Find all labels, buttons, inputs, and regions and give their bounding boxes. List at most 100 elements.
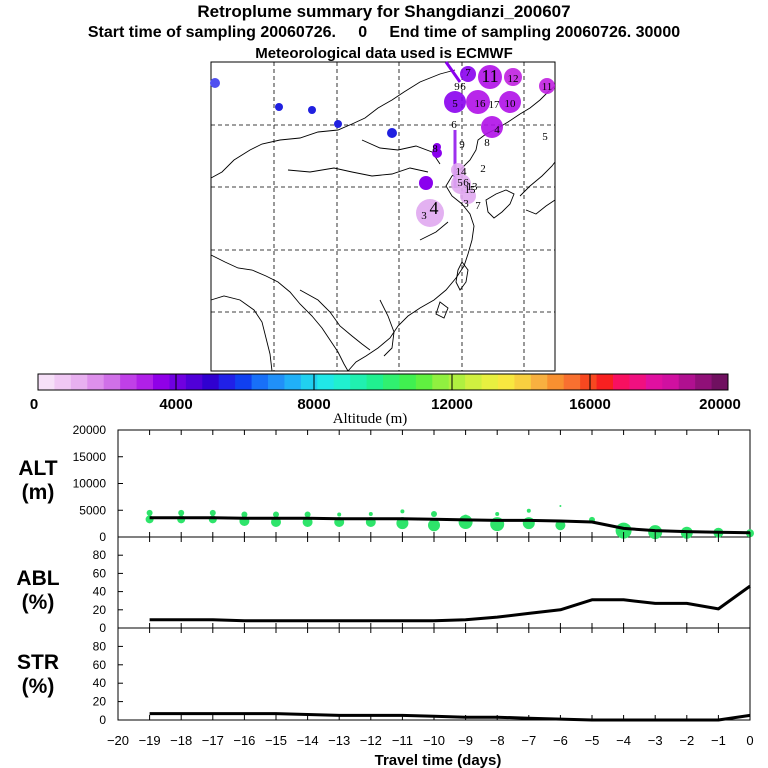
y-tick-label: 10000 <box>73 477 107 491</box>
plume-blob <box>460 66 476 82</box>
plume-label: 11 <box>542 81 553 93</box>
colorbar-cell <box>629 374 647 390</box>
colorbar-cell <box>711 374 729 390</box>
colorbar-cell <box>153 374 170 390</box>
x-tick-label: −12 <box>360 733 382 748</box>
colorbar-tick-8000: 8000 <box>297 396 330 413</box>
colorbar-major-dividers <box>175 374 591 390</box>
x-tick-label: −7 <box>521 733 536 748</box>
y-tick-label: 20 <box>93 695 107 709</box>
alt-scatter-point <box>178 509 185 516</box>
y-tick-label: 20000 <box>73 423 107 437</box>
colorbar-cell <box>366 374 384 390</box>
x-tick-label: −5 <box>585 733 600 748</box>
colorbar-cell <box>185 374 203 390</box>
x-tick-label: −10 <box>423 733 445 748</box>
plume-label: 6 <box>451 119 457 131</box>
plume-blob <box>451 163 465 177</box>
plume-blob <box>481 116 503 138</box>
plume-blob <box>416 199 444 227</box>
colorbar-frame <box>37 373 729 391</box>
plume-label: 4 <box>494 124 500 136</box>
plume-label: 3 <box>463 198 469 210</box>
x-tick-label: −11 <box>392 733 413 748</box>
plume-blob <box>478 65 502 89</box>
colorbar-cell <box>514 374 532 390</box>
x-tick-label: −14 <box>297 733 319 748</box>
plume-label: 2 <box>480 163 486 175</box>
alt-scatter-point <box>400 509 405 514</box>
colorbar-cell <box>596 374 614 390</box>
colorbar-cell <box>399 374 417 390</box>
x-tick-label: −17 <box>202 733 224 748</box>
y-tick-label: 80 <box>93 548 107 562</box>
plume-label: 6 <box>460 81 466 93</box>
plume-dot <box>308 106 316 114</box>
plume-label: 8 <box>432 143 438 155</box>
str-unit: (%) <box>22 675 55 698</box>
plume-blob <box>499 91 521 113</box>
x-tick-label: −1 <box>711 733 726 748</box>
y-tick-label: 80 <box>93 639 107 653</box>
y-tick-label: 0 <box>99 713 106 727</box>
colorbar-cell <box>415 374 433 390</box>
colorbar-cell <box>547 374 565 390</box>
colorbar-tick-4000: 4000 <box>159 396 192 413</box>
alt-scatter-point <box>146 509 153 516</box>
plume-dot <box>210 78 220 88</box>
colorbar-tick-12000: 12000 <box>431 396 473 413</box>
x-tick-label: −16 <box>233 733 255 748</box>
alt-scatter-points <box>145 504 754 540</box>
map-frame <box>210 61 556 372</box>
plume-label: 15 <box>465 184 477 196</box>
alt-scatter-point <box>522 517 535 530</box>
colorbar-cell <box>54 374 72 390</box>
x-tick-label: −4 <box>616 733 631 748</box>
y-tick-label: 0 <box>99 530 106 544</box>
plume-label: 9 <box>459 139 465 151</box>
abl-label: ABL <box>16 567 59 590</box>
colorbar-cell <box>645 374 663 390</box>
colorbar-cell <box>38 374 55 390</box>
colorbar-cell <box>678 374 696 390</box>
map-coastlines <box>210 69 556 372</box>
colorbar-cell <box>465 374 483 390</box>
chart-title: Retroplume summary for Shangdianzi_20060… <box>197 2 571 21</box>
colorbar-cell <box>120 374 138 390</box>
series-line-str <box>149 712 751 722</box>
abl-unit: (%) <box>22 591 55 614</box>
plume-label: 16 <box>475 98 487 110</box>
alt-scatter-point <box>495 511 500 516</box>
x-tick-label: 0 <box>746 733 753 748</box>
plume-label: 3 <box>421 210 427 222</box>
colorbar-cell <box>695 374 713 390</box>
colorbar-cell <box>300 374 318 390</box>
plume-label: 11 <box>481 66 498 86</box>
alt-scatter-point <box>428 519 440 532</box>
plume-track-north <box>444 61 462 83</box>
plume-dot <box>387 128 397 138</box>
colorbar-cell <box>87 374 105 390</box>
colorbar-cell <box>448 374 466 390</box>
colorbar-cell <box>481 374 499 390</box>
x-tick-label: −3 <box>648 733 663 748</box>
colorbar-cell <box>169 374 187 390</box>
plume-label: 9 <box>454 81 460 93</box>
plume-blob <box>466 90 490 114</box>
plume-label: 7 <box>465 67 471 79</box>
y-tick-label: 40 <box>93 676 107 690</box>
colorbar-cell <box>580 374 598 390</box>
plume-blob <box>539 78 555 94</box>
colorbar-cell <box>333 374 351 390</box>
x-tick-label: −2 <box>679 733 694 748</box>
colorbar-cell <box>70 374 88 390</box>
plume-label: 5 <box>542 131 548 143</box>
colorbar-cell <box>103 374 121 390</box>
panels-frame <box>117 429 751 721</box>
x-tick-label: −8 <box>490 733 505 748</box>
alt-scatter-point <box>304 511 311 518</box>
y-tick-label: 15000 <box>73 450 107 464</box>
plume-label: 4 <box>430 198 439 218</box>
